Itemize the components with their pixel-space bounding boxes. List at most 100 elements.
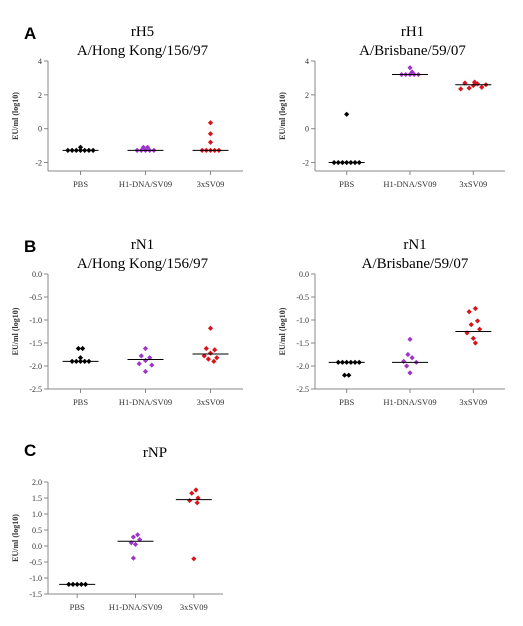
data-point [189,490,195,496]
data-point [468,322,474,328]
x-tick-label: PBS [339,397,354,407]
data-point [136,361,142,367]
data-point [407,65,413,71]
chart-title: rN1 [403,237,427,253]
data-point [130,555,136,561]
data-point [207,350,214,356]
y-axis-label: EU/ml (log10) [11,307,20,355]
y-tick-label: 0.0 [32,270,42,279]
data-point [471,79,478,85]
data-point [194,500,200,506]
y-tick-label: 1.0 [32,510,42,519]
data-point [80,345,86,352]
y-tick-label: -2.0 [296,362,309,371]
y-tick-label: -0.5 [29,293,42,302]
data-point [346,372,352,378]
chart-title: rH1 [400,24,425,40]
y-tick-label: -2.5 [296,385,309,394]
chart-title: rH5 [130,24,155,40]
y-tick-label: -1.5 [296,339,309,348]
chart-title-rh5: rH5 A/Hong Kong/156/97 [55,23,230,61]
data-point [77,355,84,361]
data-point [458,86,464,92]
y-tick-label: -2 [302,159,309,168]
data-point [214,355,220,361]
x-tick-label: 3xSV09 [197,179,225,189]
data-point [409,355,415,361]
y-tick-label: 2 [305,91,309,100]
y-tick-label: 2.0 [32,478,42,487]
chart-subtitle: A/Brisbane/59/07 [361,256,469,272]
data-point [470,335,476,341]
panel-letter-a: A [24,24,37,43]
y-tick-label: 0.5 [32,526,42,535]
x-tick-label: 3xSV09 [197,397,225,407]
x-tick-label: H1-DNA/SV09 [109,602,162,612]
data-point [405,351,411,358]
y-axis-label: EU/ml (log10) [11,92,20,140]
y-tick-label: -1.5 [29,590,42,599]
x-tick-label: PBS [70,602,85,612]
x-tick-label: H1-DNA/SV09 [119,179,172,189]
chart-subtitle: A/Brisbane/59/07 [359,43,466,59]
data-point [407,370,413,376]
chart-title: rN1 [130,237,155,253]
chart-title-rh1: rH1 A/Brisbane/59/07 [330,23,495,61]
data-point [404,363,410,369]
data-point [135,532,141,538]
data-point [479,84,485,90]
y-axis-label: EU/ml (log10) [278,307,287,355]
chart-rh1: 4 2 0 -2 PBS H1-DNA/SV09 3xSV09 EU/ml (log10) [278,57,505,189]
y-tick-label: 2 [38,91,42,100]
y-tick-label: 0.0 [299,270,309,279]
x-tick-label: H1-DNA/SV09 [119,397,172,407]
data-point [142,357,149,364]
data-point [205,356,211,362]
y-tick-label: -2.0 [29,362,42,371]
y-tick-label: -1.5 [29,339,42,348]
chart-rnp: 2.0 1.5 1.0 0.5 0.0 -0.5 -1.0 -1.5 PBS H1-DNA/SV0… [11,478,223,612]
data-point [142,345,149,352]
data-point [201,353,207,359]
y-tick-label: -1.0 [296,316,309,325]
data-point [203,345,209,352]
x-tick-label: H1-DNA/SV09 [383,397,436,407]
data-point [472,340,479,346]
chart-title-rn1-bris: rN1 A/Brisbane/59/07 [330,236,500,274]
data-point [212,347,218,353]
x-tick-label: 3xSV09 [180,602,208,612]
data-point [344,111,350,117]
data-point [207,139,214,145]
data-point [466,309,472,315]
chart-subtitle: A/Hong Kong/156/97 [76,256,209,272]
y-tick-label: 0.0 [32,542,42,551]
y-tick-label: -2.5 [29,385,42,394]
data-point [474,318,481,324]
y-tick-label: -1.0 [29,316,42,325]
panel-letter-b: B [24,237,37,256]
y-axis-label: EU/ml (log10) [11,514,20,562]
panel-letter-c: C [24,441,37,460]
data-point [187,497,193,504]
y-tick-label: -1.0 [29,574,42,583]
data-point [77,144,84,150]
data-point [211,358,217,364]
x-tick-label: PBS [339,179,354,189]
chart-rn1-bris: 0.0 -0.5 -1.0 -1.5 -2.0 -2.5 PBS H1-DNA/SV09 3xS… [278,270,505,407]
x-tick-label: PBS [73,397,88,407]
chart-rh5: 4 2 0 -2 PBS H1-DNA/SV09 3xSV09 EU/ml (log10) [11,57,243,189]
chart-rn1-hk: 0.0 -0.5 -1.0 -1.5 -2.0 -2.5 PBS H1-DNA/SV09 3xS… [11,270,243,407]
chart-title-rn1-hk: rN1 A/Hong Kong/156/97 [55,236,230,274]
y-tick-label: 4 [305,57,309,66]
data-point [191,556,197,562]
y-tick-label: -0.5 [29,558,42,567]
data-point [207,131,214,137]
data-point [138,353,144,359]
chart-title: rNP [142,445,168,461]
data-point [407,336,413,342]
y-axis-label: EU/ml (log10) [278,92,287,140]
y-tick-label: -0.5 [296,293,309,302]
x-tick-label: PBS [73,179,88,189]
x-tick-label: H1-DNA/SV09 [383,179,436,189]
y-tick-label: 0 [38,125,42,134]
